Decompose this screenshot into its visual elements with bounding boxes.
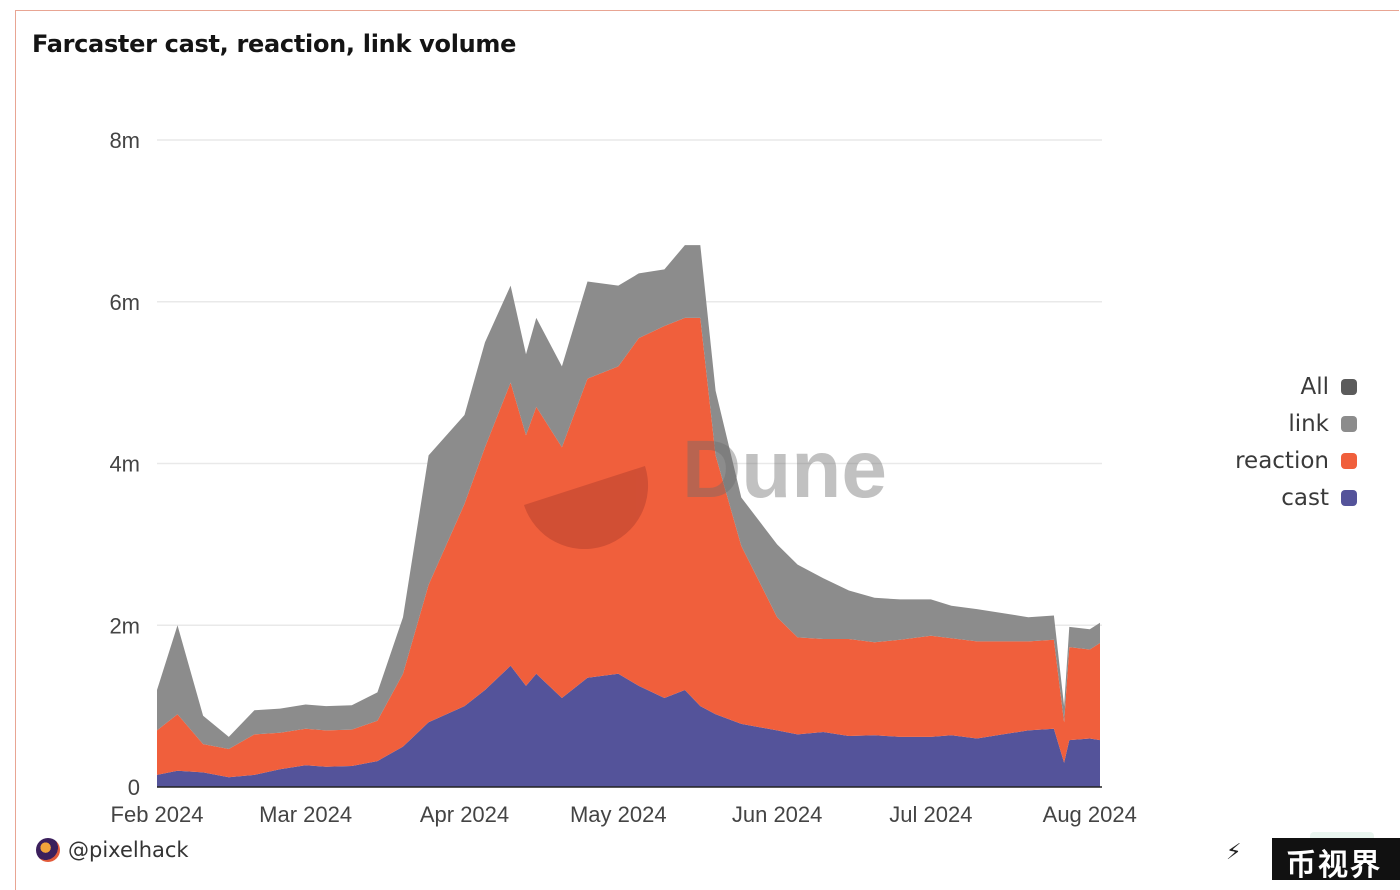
legend-item-reaction[interactable]: reaction — [1200, 442, 1360, 479]
legend-item-link[interactable]: link — [1200, 405, 1360, 442]
x-tick-label: Aug 2024 — [1043, 802, 1137, 827]
legend-swatch — [1341, 378, 1357, 395]
legend-swatch — [1341, 489, 1357, 506]
author-link[interactable]: @pixelhack — [36, 838, 189, 862]
y-tick-label: 6m — [109, 290, 140, 315]
author-name: @pixelhack — [68, 838, 189, 862]
legend: All link reaction cast — [1200, 368, 1360, 516]
x-tick-label: Feb 2024 — [111, 802, 204, 827]
legend-swatch — [1341, 452, 1357, 469]
x-tick-label: Jun 2024 — [732, 802, 823, 827]
legend-label: All — [1300, 373, 1329, 400]
dune-logo-icon — [524, 466, 649, 550]
x-axis-ticks: Feb 2024 Mar 2024 Apr 2024 May 2024 Jun 2024… — [111, 802, 1137, 827]
corner-highlight — [1310, 832, 1374, 842]
y-tick-label: 4m — [109, 452, 140, 477]
plug-icon[interactable]: ⚡ — [1226, 840, 1242, 865]
y-tick-label: 2m — [109, 613, 140, 638]
legend-label: cast — [1281, 484, 1329, 511]
x-tick-label: May 2024 — [570, 802, 667, 827]
area-reaction[interactable] — [157, 317, 1100, 778]
corner-badge-bg — [1272, 838, 1400, 880]
area-cast[interactable] — [157, 665, 1100, 787]
x-tick-label: Jul 2024 — [889, 802, 972, 827]
legend-item-all[interactable]: All — [1200, 368, 1360, 405]
avatar-icon — [36, 838, 60, 862]
chart-title: Farcaster cast, reaction, link volume — [32, 30, 517, 58]
dune-watermark: Dune — [524, 424, 887, 550]
y-axis-ticks: 0 2m 4m 6m 8m — [109, 128, 140, 800]
area-link[interactable] — [157, 245, 1100, 749]
legend-label: reaction — [1235, 447, 1329, 474]
dune-wordmark: Dune — [682, 424, 887, 515]
x-tick-label: Mar 2024 — [259, 802, 352, 827]
legend-label: link — [1288, 410, 1329, 437]
legend-item-cast[interactable]: cast — [1200, 479, 1360, 516]
corner-badge: 币视界 — [1286, 848, 1382, 883]
stacked-areas — [157, 245, 1100, 787]
y-tick-label: 8m — [109, 128, 140, 153]
legend-swatch — [1341, 415, 1357, 432]
y-tick-label: 0 — [128, 775, 140, 800]
x-tick-label: Apr 2024 — [420, 802, 509, 827]
